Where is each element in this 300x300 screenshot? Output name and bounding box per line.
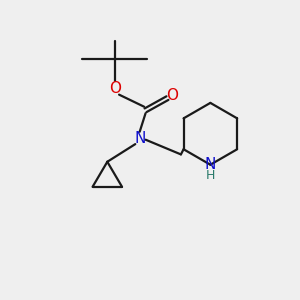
Text: O: O: [166, 88, 178, 103]
Text: N: N: [205, 157, 216, 172]
Text: O: O: [109, 81, 121, 96]
Text: H: H: [206, 169, 215, 182]
Text: N: N: [134, 131, 146, 146]
